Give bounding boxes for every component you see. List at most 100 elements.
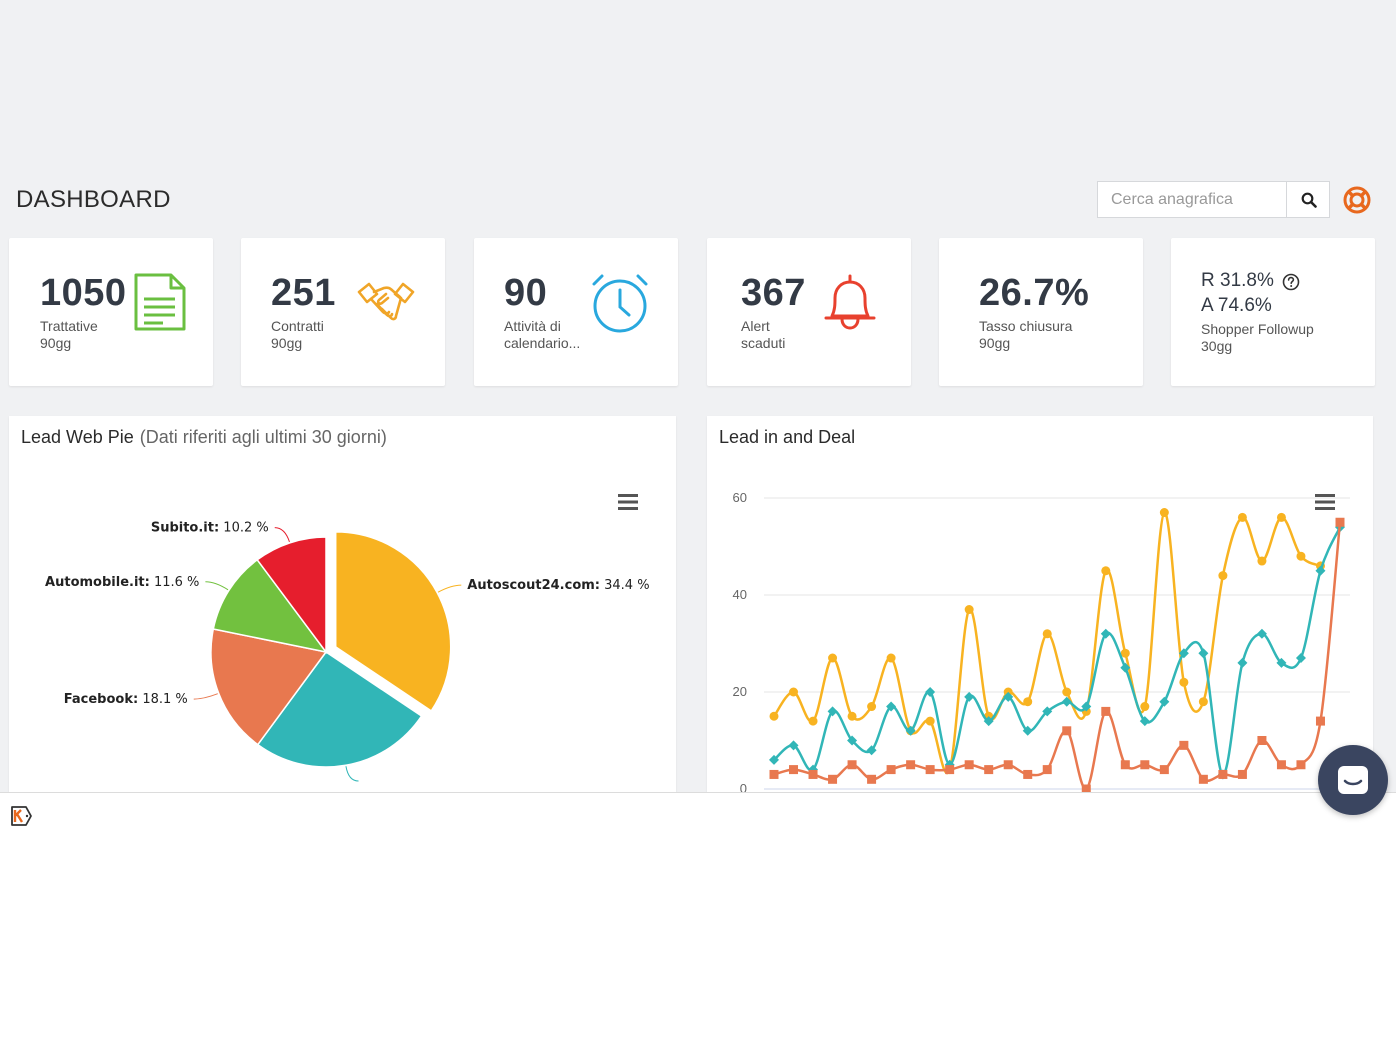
- data-point[interactable]: [1101, 706, 1111, 716]
- k-logo-icon[interactable]: [9, 805, 33, 827]
- data-point[interactable]: [964, 691, 975, 702]
- data-point[interactable]: [984, 765, 994, 775]
- data-point[interactable]: [828, 774, 838, 784]
- data-point[interactable]: [1042, 706, 1053, 717]
- data-point[interactable]: [808, 716, 818, 726]
- data-point[interactable]: [1179, 677, 1189, 687]
- data-point[interactable]: [1042, 629, 1052, 639]
- data-point[interactable]: [1062, 687, 1072, 697]
- data-point[interactable]: [1315, 565, 1326, 576]
- pie-slice[interactable]: [212, 558, 328, 654]
- data-point[interactable]: [1081, 701, 1092, 712]
- data-point[interactable]: [886, 765, 896, 775]
- data-point[interactable]: [1257, 556, 1267, 566]
- search-button[interactable]: [1286, 182, 1330, 217]
- data-point[interactable]: [1198, 697, 1208, 707]
- data-point[interactable]: [1198, 648, 1209, 659]
- data-point[interactable]: [964, 760, 974, 770]
- data-point[interactable]: [1296, 551, 1306, 561]
- data-point[interactable]: [1276, 760, 1286, 770]
- question-circle-icon[interactable]: [1282, 273, 1300, 291]
- pie-slice[interactable]: [210, 628, 328, 746]
- data-point[interactable]: [867, 702, 877, 712]
- app-background: DASHBOARD 1050 Trattative 90gg: [0, 0, 1396, 792]
- kpi-card-alert[interactable]: 367 Alert scaduti: [707, 238, 911, 386]
- data-point[interactable]: [1003, 760, 1013, 770]
- data-point[interactable]: [1081, 784, 1091, 793]
- data-point[interactable]: [1198, 774, 1208, 784]
- search-input[interactable]: [1098, 182, 1286, 217]
- data-point[interactable]: [1139, 716, 1150, 727]
- data-point[interactable]: [1218, 571, 1228, 581]
- pie-slice[interactable]: [334, 531, 452, 712]
- data-point[interactable]: [1159, 508, 1169, 518]
- data-point[interactable]: [769, 711, 779, 721]
- data-point[interactable]: [827, 706, 838, 717]
- data-point[interactable]: [769, 754, 779, 765]
- data-point[interactable]: [1003, 691, 1014, 702]
- data-point[interactable]: [945, 765, 955, 775]
- chat-button[interactable]: [1318, 745, 1388, 815]
- help-button[interactable]: [1342, 185, 1372, 215]
- data-point[interactable]: [769, 769, 779, 779]
- kpi-card-shopper-followup[interactable]: R 31.8% A 74.6% Shopper Followup 30gg: [1171, 238, 1375, 386]
- data-point[interactable]: [886, 653, 896, 663]
- data-point[interactable]: [1295, 653, 1306, 664]
- data-point[interactable]: [964, 605, 974, 615]
- data-point[interactable]: [983, 716, 994, 727]
- pie-slice[interactable]: [256, 650, 423, 768]
- kpi-card-tasso-chiusura[interactable]: 26.7% Tasso chiusura 90gg: [939, 238, 1143, 386]
- data-point[interactable]: [1140, 702, 1150, 712]
- data-point[interactable]: [886, 701, 897, 712]
- data-point[interactable]: [1159, 765, 1169, 775]
- data-point[interactable]: [1062, 726, 1072, 736]
- data-point[interactable]: [1296, 760, 1306, 770]
- data-point[interactable]: [925, 716, 935, 726]
- data-point[interactable]: [1178, 648, 1189, 659]
- data-point[interactable]: [1023, 769, 1033, 779]
- data-point[interactable]: [1218, 769, 1228, 779]
- data-point[interactable]: [925, 765, 935, 775]
- data-point[interactable]: [788, 740, 799, 751]
- data-point[interactable]: [828, 653, 838, 663]
- data-point[interactable]: [1023, 697, 1033, 707]
- data-point[interactable]: [808, 769, 818, 779]
- kpi-card-trattative[interactable]: 1050 Trattative 90gg: [9, 238, 213, 386]
- data-point[interactable]: [1022, 725, 1033, 736]
- data-point[interactable]: [867, 774, 877, 784]
- data-point[interactable]: [1237, 657, 1248, 668]
- data-point[interactable]: [1042, 765, 1052, 775]
- data-point[interactable]: [1276, 512, 1286, 522]
- data-point[interactable]: [847, 711, 857, 721]
- data-point[interactable]: [1237, 769, 1247, 779]
- data-point[interactable]: [1120, 648, 1130, 658]
- data-point[interactable]: [905, 725, 916, 736]
- data-point[interactable]: [1179, 740, 1189, 750]
- data-point[interactable]: [1237, 512, 1247, 522]
- data-point[interactable]: [1140, 760, 1150, 770]
- data-point[interactable]: [906, 760, 916, 770]
- data-point[interactable]: [789, 765, 799, 775]
- hamburger-menu-icon[interactable]: [617, 493, 639, 511]
- data-point[interactable]: [1120, 760, 1130, 770]
- data-point[interactable]: [847, 760, 857, 770]
- data-point[interactable]: [1276, 657, 1287, 668]
- data-point[interactable]: [1256, 628, 1267, 639]
- hamburger-menu-icon[interactable]: [1314, 493, 1336, 511]
- lead-in-and-deal-panel: Lead in and Deal 0 20 40 60: [707, 416, 1373, 792]
- kpi-card-contratti[interactable]: 251 Contratti 90gg: [241, 238, 445, 386]
- data-point[interactable]: [1120, 662, 1131, 673]
- data-point[interactable]: [1159, 696, 1170, 707]
- data-point[interactable]: [1315, 716, 1325, 726]
- data-point[interactable]: [925, 687, 936, 697]
- data-point[interactable]: [1335, 517, 1345, 527]
- data-point[interactable]: [847, 735, 858, 746]
- pie-slice[interactable]: [256, 536, 327, 655]
- data-point[interactable]: [1257, 736, 1267, 745]
- data-point[interactable]: [866, 745, 877, 756]
- data-point[interactable]: [1061, 696, 1072, 707]
- kpi-card-attivita[interactable]: 90 Attività di calendario...: [474, 238, 678, 386]
- data-point[interactable]: [1100, 628, 1111, 639]
- data-point[interactable]: [1101, 566, 1111, 576]
- data-point[interactable]: [789, 687, 799, 697]
